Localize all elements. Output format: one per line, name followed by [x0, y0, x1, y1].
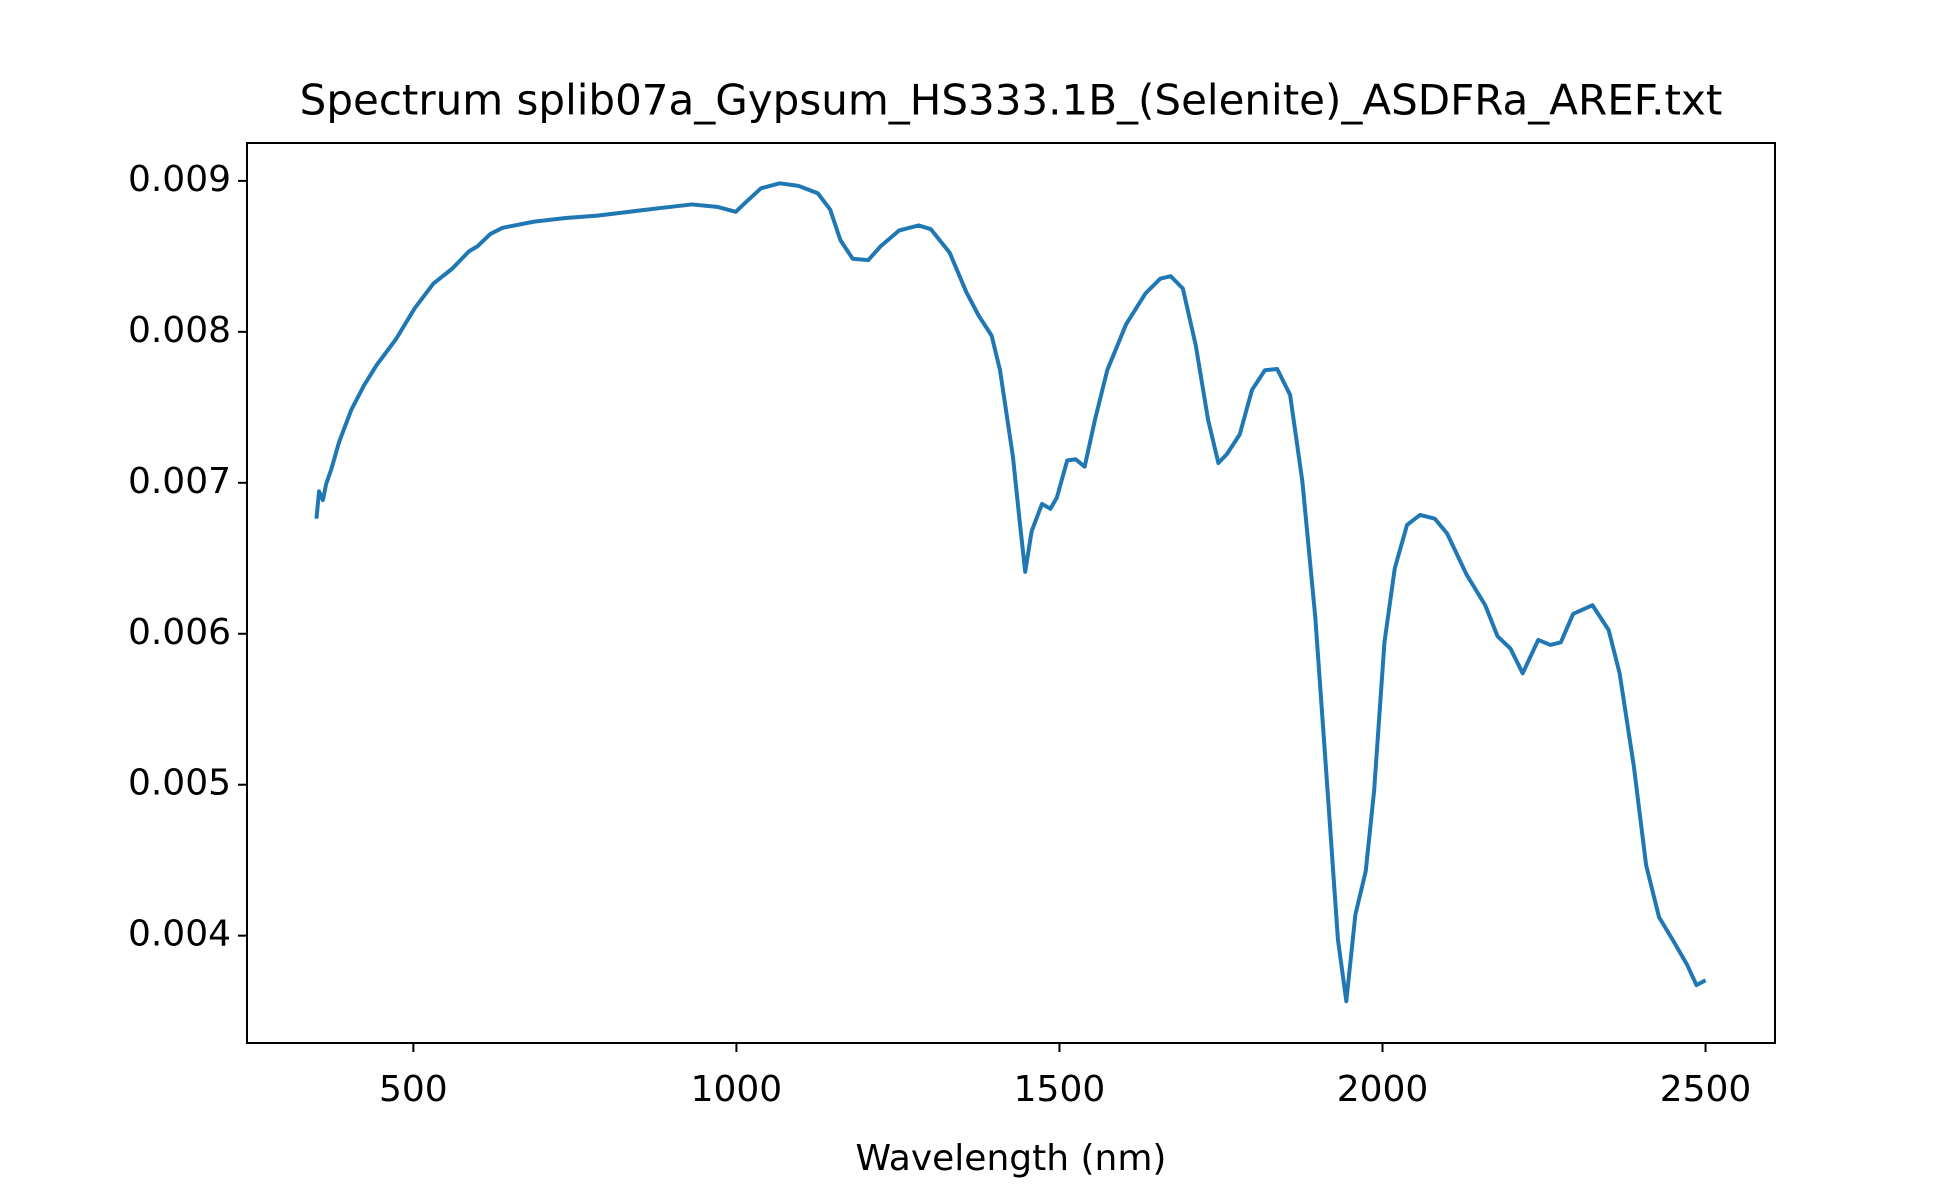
x-tick-label: 1500	[1014, 1069, 1106, 1110]
y-tick-label: 0.004	[128, 914, 231, 955]
x-tick-label: 500	[379, 1069, 448, 1110]
x-tick-label: 1000	[691, 1069, 783, 1110]
y-tick-label: 0.008	[128, 310, 231, 351]
chart-title: Spectrum splib07a_Gypsum_HS333.1B_(Selen…	[300, 76, 1723, 125]
x-tick-label: 2000	[1337, 1069, 1429, 1110]
x-axis-label: Wavelength (nm)	[856, 1138, 1167, 1179]
y-tick-label: 0.005	[128, 763, 231, 804]
y-tick-label: 0.009	[128, 159, 231, 200]
y-tick-label: 0.006	[128, 612, 231, 653]
data-line	[314, 181, 1707, 1004]
x-tick-label: 2500	[1660, 1069, 1752, 1110]
y-tick-label: 0.007	[128, 461, 231, 502]
plot-frame	[246, 142, 1776, 1044]
